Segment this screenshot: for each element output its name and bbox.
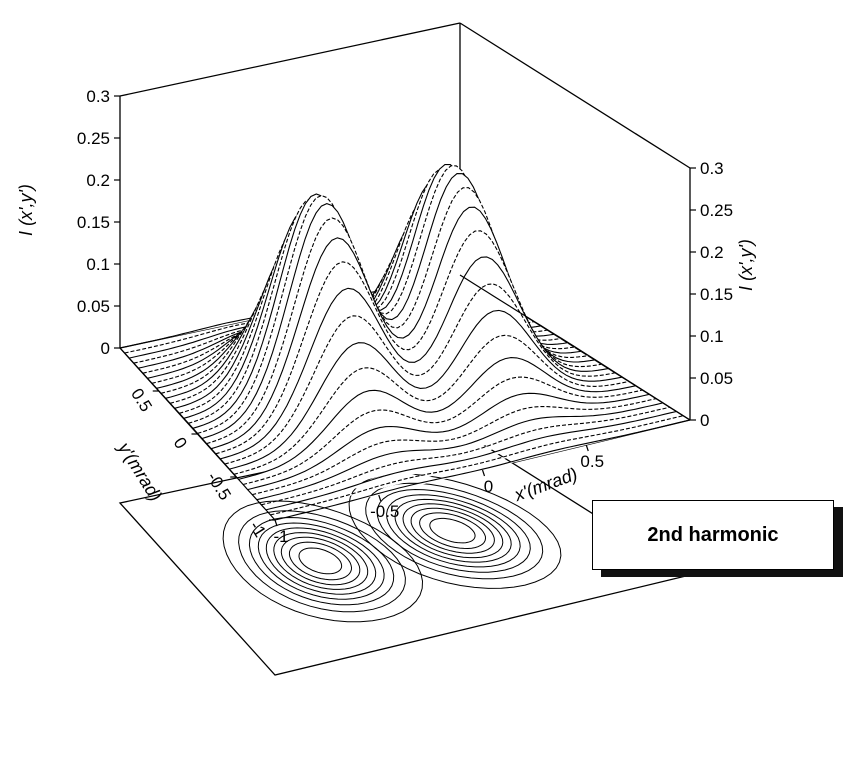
x-tick-label: -1 bbox=[273, 527, 288, 546]
surface-fill-strip bbox=[261, 407, 670, 505]
legend-box: 2nd harmonic bbox=[592, 500, 834, 570]
contour-line bbox=[222, 500, 424, 623]
z-tick-label-right: 0.1 bbox=[700, 327, 724, 346]
x-tick bbox=[378, 494, 382, 502]
surface-line bbox=[256, 402, 664, 501]
x-tick bbox=[481, 469, 486, 477]
surface-line bbox=[188, 169, 562, 424]
contour-line bbox=[386, 494, 521, 568]
z-tick-label-right: 0.05 bbox=[700, 369, 733, 388]
z-axis-right-ticks: 0 0.05 0.1 0.15 0.2 0.25 0.3 bbox=[690, 159, 733, 430]
surface-line bbox=[206, 187, 589, 445]
surface-line bbox=[261, 406, 670, 506]
x-tick bbox=[274, 519, 278, 527]
surface-mesh bbox=[119, 164, 691, 521]
surface-line bbox=[233, 334, 630, 475]
z-axis-left-ticks: 0 0.05 0.1 0.15 0.2 0.25 0.3 bbox=[77, 87, 120, 358]
x-tick bbox=[585, 444, 589, 452]
surface-line bbox=[242, 376, 643, 486]
contour-line bbox=[265, 527, 377, 595]
contour-line bbox=[273, 532, 369, 590]
y-tick-label: 0.5 bbox=[127, 385, 156, 415]
contour-line bbox=[257, 522, 385, 600]
surface-line bbox=[270, 415, 684, 516]
z-axis-title-right: I (x',y') bbox=[736, 239, 756, 291]
z-tick-label-right: 0.15 bbox=[700, 285, 733, 304]
surface-line bbox=[252, 398, 657, 496]
y-axis-title: y'(mrad) bbox=[113, 437, 166, 505]
surface-line bbox=[220, 256, 609, 460]
x-tick-label: -0.5 bbox=[370, 502, 399, 521]
surface-right-edge bbox=[459, 274, 691, 421]
z-tick-label-right: 0.3 bbox=[700, 159, 724, 178]
contour-line bbox=[429, 517, 476, 544]
right-top-edge bbox=[459, 22, 691, 169]
z-tick-label-left: 0 bbox=[101, 339, 110, 358]
contour-line bbox=[248, 516, 395, 606]
contour-line bbox=[410, 507, 495, 554]
contour-line bbox=[419, 512, 487, 550]
z-axis-title-left: I (x',y') bbox=[16, 184, 36, 236]
z-tick-label-left: 0.05 bbox=[77, 297, 110, 316]
back-top-edge bbox=[119, 22, 461, 97]
contour-line bbox=[288, 541, 353, 581]
legend-label: 2nd harmonic bbox=[647, 523, 779, 546]
z-tick-label-left: 0.15 bbox=[77, 213, 110, 232]
surface-fill-strip bbox=[270, 415, 684, 515]
surface-line bbox=[247, 392, 650, 491]
contour-line bbox=[365, 482, 544, 580]
surface-line bbox=[215, 230, 603, 455]
contour-projection bbox=[118, 429, 692, 676]
x-tick-label: 0 bbox=[484, 477, 493, 496]
surface-line bbox=[274, 419, 691, 521]
contour-line bbox=[394, 498, 512, 563]
surface-fill-strip bbox=[265, 411, 677, 510]
z-tick-label-left: 0.1 bbox=[86, 255, 110, 274]
y-tick-label: 0 bbox=[170, 434, 191, 452]
z-tick-label-right: 0.2 bbox=[700, 243, 724, 262]
x-tick-label: 0.5 bbox=[580, 452, 604, 471]
contour-line bbox=[280, 536, 361, 586]
contour-line bbox=[376, 488, 531, 573]
z-tick-label-left: 0.2 bbox=[86, 171, 110, 190]
contour-line bbox=[298, 547, 343, 575]
surface-line bbox=[238, 357, 637, 480]
surface-fill-strip bbox=[124, 279, 467, 354]
z-tick-label-left: 0.25 bbox=[77, 129, 110, 148]
surface-line bbox=[265, 410, 677, 511]
z-tick-label-left: 0.3 bbox=[86, 87, 110, 106]
surface-line bbox=[224, 283, 616, 465]
z-tick-label-right: 0.25 bbox=[700, 201, 733, 220]
z-tick-label-right: 0 bbox=[700, 411, 709, 430]
surface-line bbox=[229, 309, 623, 470]
x-axis-ticks: -1 -0.5 0 0.5 bbox=[273, 444, 604, 546]
contour-line bbox=[402, 503, 504, 559]
